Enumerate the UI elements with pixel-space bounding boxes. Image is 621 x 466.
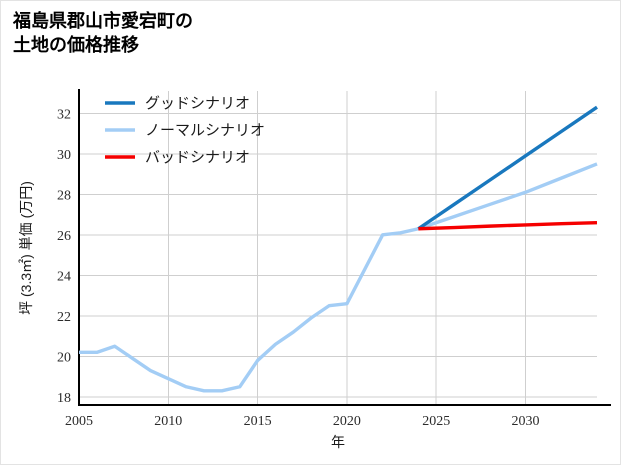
x-axis-title: 年 <box>331 434 345 450</box>
y-tick-label: 24 <box>57 269 71 284</box>
page-title: 福島県郡山市愛宕町の 土地の価格推移 <box>13 11 193 56</box>
x-tick-label: 2020 <box>333 414 361 429</box>
y-tick-label: 22 <box>57 310 71 325</box>
y-tick-label: 18 <box>57 391 71 406</box>
x-tick-label: 2025 <box>422 414 450 429</box>
x-tick-label: 2005 <box>65 414 93 429</box>
series-line-グッドシナリオ <box>417 105 598 231</box>
y-tick-label: 26 <box>57 229 71 244</box>
y-tick-label: 32 <box>57 107 71 122</box>
legend-label-bad: バッドシナリオ <box>145 150 250 166</box>
gridlines <box>78 91 597 405</box>
series-line-ノーマルシナリオ <box>79 162 598 393</box>
x-tick-label: 2010 <box>154 414 182 429</box>
x-tick-label: 2015 <box>244 414 272 429</box>
x-axis-tick-labels: 2005 2010 2015 2020 2025 2030 <box>65 414 540 429</box>
y-axis-title: 坪 (3.3㎡) 単価 (万円) <box>18 181 34 315</box>
y-tick-label: 28 <box>57 188 71 203</box>
series-line-バッドシナリオ <box>418 220 598 231</box>
y-tick-label: 20 <box>57 350 71 365</box>
legend-label-good: グッドシナリオ <box>145 95 250 112</box>
y-axis-tick-labels: 18 20 22 24 26 28 30 32 <box>57 107 71 406</box>
data-series <box>79 105 598 393</box>
y-tick-label: 30 <box>57 148 71 163</box>
x-tick-label: 2030 <box>512 414 540 429</box>
legend-label-normal: ノーマルシナリオ <box>145 123 265 139</box>
